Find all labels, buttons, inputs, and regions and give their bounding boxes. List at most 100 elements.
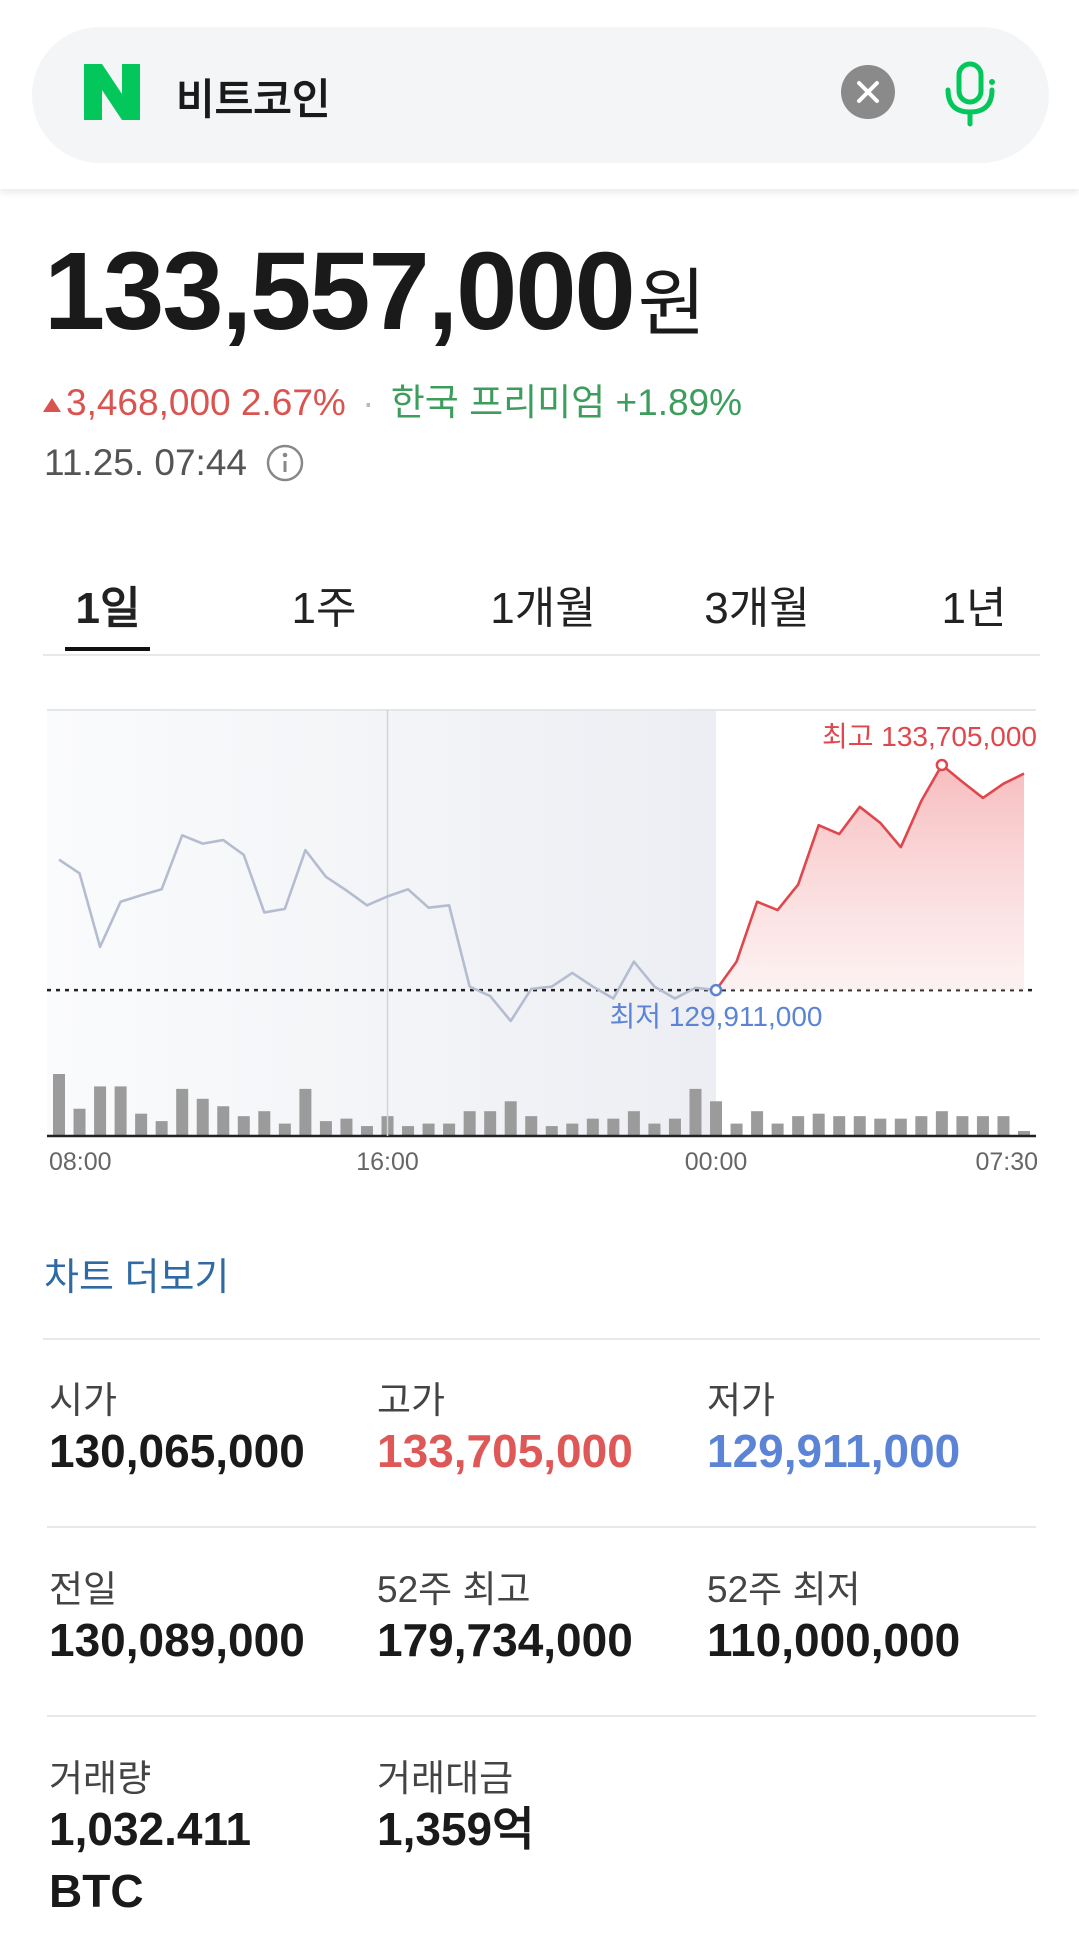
volume-bar bbox=[771, 1123, 784, 1136]
volume-bar bbox=[422, 1123, 435, 1136]
stat-label: 52주 최저 bbox=[707, 1569, 861, 1610]
volume-bar bbox=[176, 1088, 189, 1136]
divider bbox=[43, 1338, 1040, 1340]
volume-bar bbox=[648, 1123, 661, 1136]
period-tab[interactable]: 1년 bbox=[941, 584, 1007, 633]
volume-bar bbox=[1018, 1131, 1030, 1136]
volume-bar bbox=[607, 1118, 620, 1136]
price-line bbox=[714, 763, 1025, 991]
volume-bar bbox=[484, 1111, 497, 1136]
volume-bar bbox=[525, 1116, 538, 1136]
divider bbox=[47, 1526, 1036, 1528]
volume-bar bbox=[94, 1086, 107, 1136]
period-tab[interactable]: 1일 bbox=[75, 584, 141, 633]
volume-bar bbox=[402, 1126, 415, 1136]
volume-bar bbox=[689, 1088, 702, 1136]
premium-value: +1.89% bbox=[615, 382, 743, 423]
tab-divider bbox=[43, 654, 1040, 656]
high-label: 최고 133,705,000 bbox=[822, 721, 1037, 752]
stat-label: 전일 bbox=[49, 1569, 118, 1610]
stat-value: 1,359억 bbox=[377, 1803, 535, 1855]
volume-bar bbox=[545, 1126, 558, 1136]
change-line: 3,468,000 2.67% · 한국 프리미엄 +1.89% bbox=[42, 372, 742, 426]
divider bbox=[47, 1715, 1036, 1717]
change-amount: 3,468,000 bbox=[66, 382, 231, 423]
search-query[interactable]: 비트코인 bbox=[176, 76, 331, 123]
clear-button[interactable] bbox=[840, 64, 896, 120]
period-tab[interactable]: 1주 bbox=[291, 584, 357, 633]
up-arrow bbox=[43, 398, 61, 413]
naver-logo[interactable] bbox=[80, 62, 144, 122]
stat-label: 저가 bbox=[707, 1380, 776, 1421]
mic-button[interactable] bbox=[940, 60, 1000, 128]
tab-underline bbox=[65, 647, 150, 651]
volume-bar bbox=[874, 1118, 887, 1136]
volume-bar bbox=[237, 1116, 250, 1136]
volume-bar bbox=[997, 1116, 1010, 1136]
volume-bar bbox=[812, 1113, 825, 1136]
low-marker bbox=[709, 983, 723, 997]
volume-bar bbox=[135, 1113, 148, 1136]
volume-bar bbox=[956, 1116, 969, 1136]
volume-bar bbox=[894, 1118, 907, 1136]
info-icon[interactable] bbox=[265, 443, 305, 483]
volume-bar bbox=[258, 1111, 271, 1136]
x-tick-label: 07:30 bbox=[975, 1148, 1038, 1176]
volume-bar bbox=[976, 1116, 989, 1136]
price-line bbox=[58, 834, 717, 1023]
price-unit: 원 bbox=[637, 262, 706, 345]
previous-session-shade bbox=[47, 710, 717, 1136]
volume-bar bbox=[155, 1121, 168, 1136]
price: 133,557,000원 bbox=[44, 228, 706, 355]
volume-bar bbox=[586, 1118, 599, 1136]
volume-bar bbox=[751, 1111, 764, 1136]
premium-label: 한국 프리미엄 bbox=[390, 382, 606, 423]
volume-bar bbox=[73, 1108, 86, 1136]
stat-label: 고가 bbox=[377, 1380, 446, 1421]
volume-bar bbox=[443, 1123, 456, 1136]
stat-value: 130,065,000 bbox=[49, 1425, 305, 1477]
volume-bar bbox=[463, 1111, 476, 1136]
volume-bar bbox=[627, 1111, 640, 1136]
volume-bar bbox=[114, 1086, 127, 1136]
high-marker bbox=[935, 758, 949, 772]
stat-label: 거래대금 bbox=[377, 1758, 514, 1799]
stat-value: 1,032.411 BTC bbox=[49, 1803, 252, 1917]
volume-bar bbox=[340, 1118, 353, 1136]
stat-value: 110,000,000 bbox=[707, 1614, 961, 1666]
x-tick-label: 16:00 bbox=[356, 1148, 419, 1176]
x-tick-label: 00:00 bbox=[685, 1148, 748, 1176]
period-tab[interactable]: 1개월 bbox=[490, 584, 596, 633]
x-tick-label: 08:00 bbox=[49, 1148, 112, 1176]
volume-bar bbox=[566, 1123, 579, 1136]
chart-more-link[interactable]: 차트 더보기 bbox=[44, 1257, 230, 1299]
volume-bar bbox=[196, 1098, 209, 1136]
low-label: 최저 129,911,000 bbox=[610, 1001, 823, 1032]
volume-bar bbox=[278, 1123, 291, 1136]
stat-label: 거래량 bbox=[49, 1758, 152, 1799]
separator-dot: · bbox=[362, 382, 375, 423]
stat-value: 133,705,000 bbox=[377, 1425, 633, 1477]
volume-bar bbox=[504, 1101, 517, 1136]
price-value: 133,557,000 bbox=[44, 230, 636, 353]
time-text: 11.25. 07:44 bbox=[44, 442, 247, 483]
change-rate: 2.67% bbox=[240, 382, 346, 423]
search-header: 비트코인 bbox=[0, 0, 1079, 189]
timestamp: 11.25. 07:44 bbox=[44, 442, 305, 484]
volume-bar bbox=[710, 1101, 723, 1136]
volume-bar bbox=[299, 1088, 312, 1136]
volume-bar bbox=[935, 1111, 948, 1136]
price-area bbox=[716, 765, 1024, 991]
stat-value: 129,911,000 bbox=[707, 1425, 961, 1477]
period-tab[interactable]: 3개월 bbox=[704, 584, 810, 633]
volume-bar bbox=[833, 1116, 846, 1136]
volume-bar bbox=[730, 1123, 743, 1136]
volume-bar bbox=[217, 1106, 230, 1136]
volume-bar bbox=[668, 1118, 681, 1136]
stat-label: 52주 최고 bbox=[377, 1569, 531, 1610]
volume-bar bbox=[853, 1116, 866, 1136]
stat-value: 130,089,000 bbox=[49, 1614, 305, 1666]
volume-bar bbox=[360, 1126, 373, 1136]
